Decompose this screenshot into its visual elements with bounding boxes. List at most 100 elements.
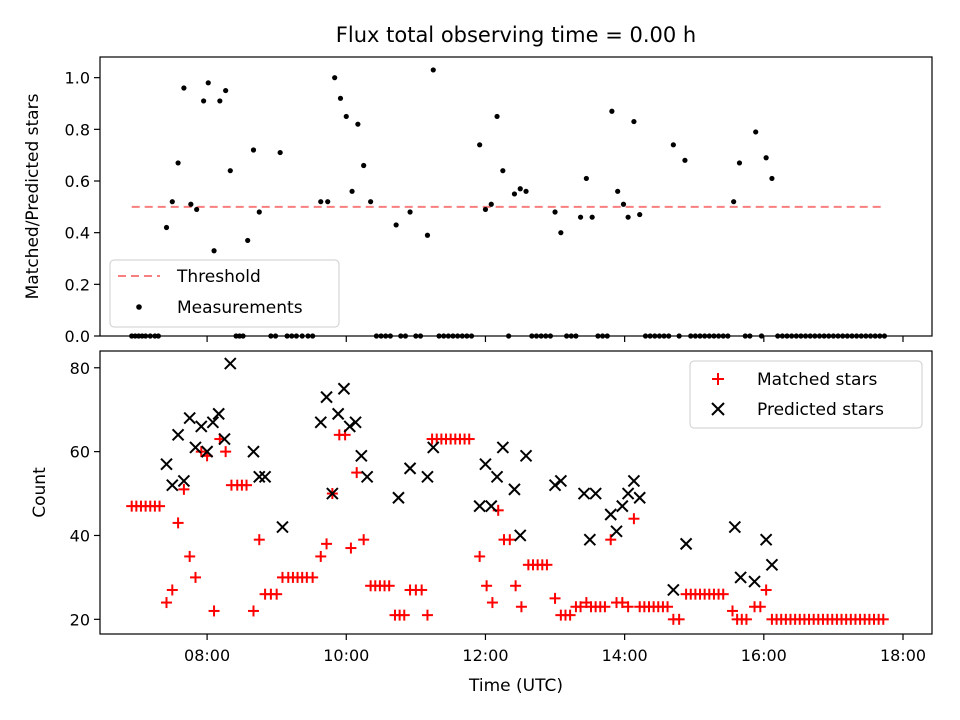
top-legend-box	[109, 259, 340, 328]
matched-star-point	[383, 580, 395, 592]
chart-title: Flux total observing time = 0.00 h	[336, 23, 696, 47]
predicted-star-point	[258, 470, 272, 483]
measurement-point	[620, 201, 627, 207]
measurement-point	[424, 232, 431, 238]
y-tick-label: 0.8	[65, 120, 90, 139]
measurement-point	[181, 85, 187, 91]
predicted-star-point	[276, 520, 289, 534]
matched-star-point	[166, 584, 178, 596]
matched-star-point	[315, 550, 327, 562]
matched-star-point	[616, 597, 628, 609]
measurement-point	[753, 129, 759, 135]
measurement-point	[477, 142, 483, 148]
predicted-star-point	[633, 491, 646, 504]
predicted-star-point	[589, 487, 602, 500]
measurement-point	[736, 160, 743, 166]
predicted-star-point	[200, 445, 214, 458]
matched-star-point	[195, 446, 207, 458]
predicted-star-point	[247, 445, 260, 458]
matched-star-point	[398, 609, 410, 621]
predicted-star-point	[490, 470, 504, 483]
predicted-star-point	[331, 407, 345, 421]
matched-star-point	[241, 479, 253, 491]
predicted-star-point	[554, 474, 568, 488]
measurement-point	[349, 188, 355, 194]
x-tick-label: 10:00	[323, 646, 369, 665]
predicted-stars-legend-label: Predicted stars	[757, 400, 884, 420]
matched-star-point	[351, 467, 363, 479]
matched-star-point	[247, 605, 259, 617]
measurement-point	[277, 149, 283, 156]
measurement-point	[552, 209, 558, 215]
matched-star-point	[208, 605, 220, 617]
matched-star-point	[307, 571, 319, 583]
predicted-star-point	[610, 525, 623, 538]
predicted-star-point	[171, 428, 185, 442]
predicted-star-point	[206, 416, 220, 429]
measurement-point	[169, 199, 175, 205]
y-tick-label: 0.6	[65, 172, 90, 191]
predicted-star-point	[496, 441, 510, 454]
bottom-plot-area	[126, 357, 889, 625]
predicted-star-point	[337, 382, 351, 395]
predicted-star-point	[548, 478, 562, 492]
matched-star-point	[727, 605, 739, 617]
matched-star-point	[421, 609, 433, 621]
measurement-point	[332, 75, 338, 81]
measurement-point	[517, 186, 523, 192]
matched-star-point	[416, 584, 428, 596]
predicted-star-point	[195, 420, 208, 433]
measurement-point	[625, 214, 631, 220]
measurement-point	[250, 147, 257, 153]
predicted-star-point	[728, 520, 742, 534]
matched-star-point	[740, 613, 752, 625]
top-y-ticks: 0.0 0.2 0.4 0.6 0.8 1.0	[65, 69, 100, 346]
matched-star-point	[673, 613, 685, 625]
y-tick-label: 0.0	[65, 327, 90, 346]
matched-star-point	[599, 601, 611, 613]
measurement-point	[325, 199, 331, 205]
predicted-star-point	[326, 487, 339, 500]
predicted-star-point	[473, 499, 486, 513]
measurement-point	[337, 95, 344, 101]
bottom-y-axis-label: Count	[30, 467, 50, 518]
measurement-point	[163, 224, 170, 231]
matched-star-point	[662, 601, 674, 613]
matched-star-point	[486, 597, 498, 609]
measurement-point	[589, 214, 595, 220]
bottom-x-ticks: 08:00 10:00 12:00 14:00 16:00 18:00	[184, 634, 926, 665]
predicted-star-point	[360, 470, 374, 483]
predicted-star-point	[314, 416, 327, 429]
y-tick-label: 60	[70, 443, 90, 462]
predicted-star-point	[189, 441, 202, 454]
predicted-star-point	[748, 575, 761, 588]
y-tick-label: 0.2	[65, 275, 90, 294]
threshold-legend-label: Threshold	[176, 267, 261, 287]
measurement-point	[511, 191, 518, 197]
x-tick-label: 18:00	[880, 646, 926, 665]
measurement-point	[523, 188, 529, 194]
matched-star-point	[358, 534, 370, 546]
measurement-point	[670, 142, 676, 148]
measurements-legend-marker	[136, 304, 142, 310]
matched-stars-points	[126, 429, 889, 625]
matched-star-point	[220, 446, 232, 458]
measurement-point	[318, 199, 324, 205]
predicted-star-point	[519, 449, 533, 463]
matched-star-point	[271, 588, 283, 600]
measurement-point	[407, 209, 413, 215]
matched-star-point	[184, 550, 196, 562]
measurement-point	[188, 201, 194, 207]
measurement-point	[763, 155, 769, 161]
predicted-star-point	[177, 474, 191, 488]
measurement-point	[256, 209, 262, 215]
matched-star-point	[504, 534, 516, 546]
bottom-legend-box	[689, 360, 923, 429]
measurement-point	[223, 87, 229, 94]
matched-star-point	[877, 613, 889, 625]
predicted-star-point	[479, 457, 492, 471]
matched-star-point	[622, 601, 634, 613]
predicted-star-point	[667, 583, 680, 597]
